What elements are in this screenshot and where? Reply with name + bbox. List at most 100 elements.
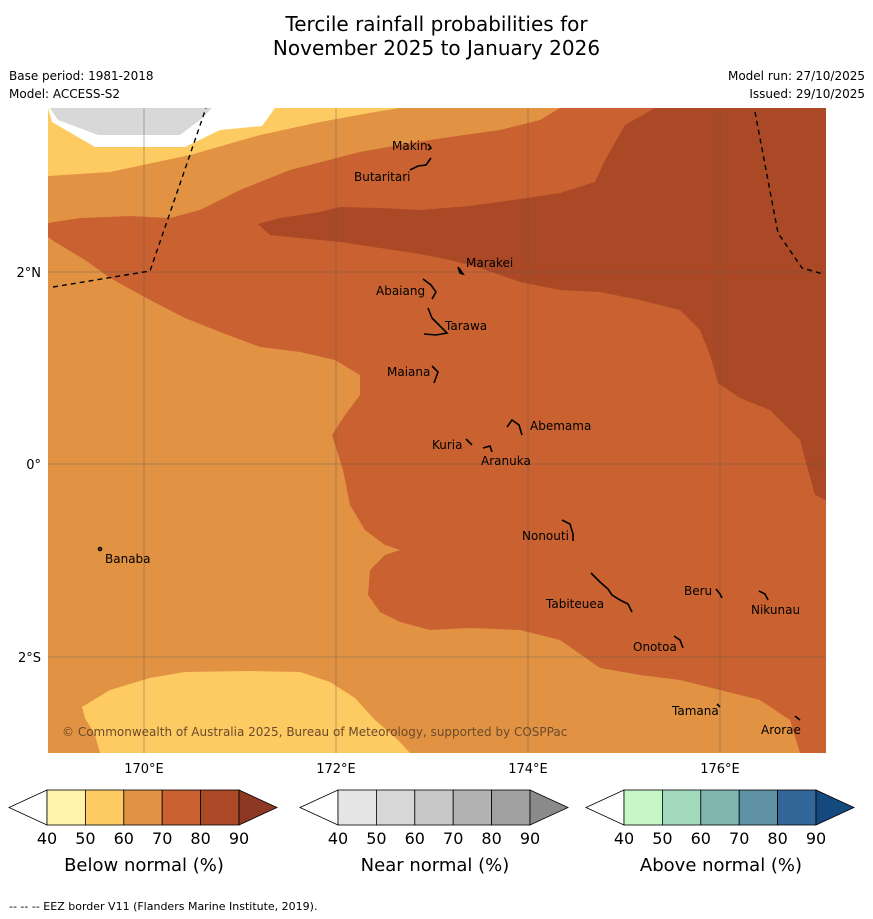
meta-left: Base period: 1981-2018 Model: ACCESS-S2: [9, 67, 154, 103]
colorbar-extend-low: [299, 789, 339, 826]
title-line-1: Tercile rainfall probabilities for: [285, 12, 588, 36]
colorbar-segment: [491, 789, 531, 826]
colorbar-near-normal: 40 50 60 70 80 90: [299, 789, 569, 848]
island-tarawa: [423, 307, 449, 336]
colorbar-segment: [200, 789, 240, 826]
graticule: [48, 108, 826, 753]
colorbar-tick-label: 90: [806, 829, 826, 848]
colorbar-label-above: Above normal (%): [640, 855, 802, 876]
colorbar-extend-low: [8, 789, 48, 826]
colorbar-tick-label: 80: [481, 829, 501, 848]
label-tarawa: Tarawa: [444, 319, 487, 333]
model-run: Model run: 27/10/2025: [727, 69, 865, 83]
lat-label-2n: 2°N: [17, 266, 42, 281]
island-butaritari: [409, 157, 432, 171]
colorbar-segment: [738, 789, 778, 826]
island-kuria: [465, 438, 473, 446]
label-onotoa: Onotoa: [633, 640, 677, 654]
label-butaritari: Butaritari: [354, 170, 411, 184]
island-marakei: [457, 266, 465, 276]
island-maiana: [431, 365, 439, 384]
lon-label-174: 174°E: [508, 762, 548, 777]
colorbar-tick-label: 80: [190, 829, 210, 848]
colorbar-segment: [414, 789, 454, 826]
colorbar-segment: [161, 789, 201, 826]
island-beru: [715, 588, 723, 599]
colorbar-segment: [777, 789, 817, 826]
lat-label-0: 0°: [26, 458, 41, 473]
island-banaba: [97, 546, 103, 552]
label-makin: Makin: [392, 139, 428, 153]
colorbar-segment: [123, 789, 163, 826]
colorbar-above-normal: 40 50 60 70 80 90: [585, 789, 855, 848]
colorbar-tick-label: 90: [520, 829, 540, 848]
colorbar-tick-label: 60: [114, 829, 134, 848]
title-line-2: November 2025 to January 2026: [272, 36, 601, 60]
lat-axis-labels: 2°N 0° 2°S: [17, 266, 42, 666]
colorbar-extend-high: [238, 789, 278, 826]
fill-below-80-90: [258, 108, 826, 500]
colorbar-segment: [376, 789, 416, 826]
lon-axis-labels: 170°E 172°E 174°E 176°E: [124, 762, 740, 777]
island-nikunau: [758, 590, 769, 601]
label-kuria: Kuria: [432, 438, 463, 452]
copyright-text: © Commonwealth of Australia 2025, Bureau…: [62, 725, 567, 739]
colorbar-label-near: Near normal (%): [361, 855, 510, 876]
colorbar-tick-label: 70: [152, 829, 172, 848]
lon-label-176: 176°E: [700, 762, 740, 777]
colorbar-below-normal: 40 50 60 70 80 90: [8, 789, 278, 848]
contour-fills: [48, 108, 826, 753]
issued-date: Issued: 29/10/2025: [749, 87, 865, 101]
lon-label-172: 172°E: [316, 762, 356, 777]
island-nonouti: [561, 519, 574, 541]
eez-footnote: -- -- -- EEZ border V11 (Flanders Marine…: [9, 900, 318, 913]
colorbar-tick-label: 80: [767, 829, 787, 848]
colorbar-segment: [46, 789, 86, 826]
island-aranuka: [482, 445, 493, 453]
colorbar-extend-high: [529, 789, 569, 826]
lat-label-2s: 2°S: [18, 651, 41, 666]
colorbar-tick-label: 70: [443, 829, 463, 848]
colorbar-tick-label: 70: [729, 829, 749, 848]
colorbar-tick-label: 60: [405, 829, 425, 848]
colorbar-tick-label: 40: [328, 829, 348, 848]
colorbar-tick-label: 90: [229, 829, 249, 848]
island-abaiang: [422, 278, 437, 300]
eez-border-east: [754, 111, 824, 275]
fill-near-50-60: [50, 108, 212, 135]
base-period: Base period: 1981-2018: [9, 69, 154, 83]
fill-below-50-60-south: [82, 671, 410, 753]
colorbar-extend-high: [815, 789, 855, 826]
model-name: Model: ACCESS-S2: [9, 87, 121, 101]
label-banaba: Banaba: [105, 552, 151, 566]
colorbar-segment: [337, 789, 377, 826]
island-abemama: [506, 418, 523, 436]
island-tamana: [716, 703, 721, 708]
colorbar-segment: [85, 789, 125, 826]
colorbar-tick-label: 40: [37, 829, 57, 848]
colorbar-tick-label: 50: [366, 829, 386, 848]
map-title: Tercile rainfall probabilities for Novem…: [0, 12, 873, 60]
place-labels: Makin Butaritari Marakei Abaiang Tarawa …: [105, 139, 801, 737]
colorbar-segment: [662, 789, 702, 826]
colorbar-tick-label: 60: [691, 829, 711, 848]
island-arorae: [794, 715, 801, 721]
colorbar-tick-label: 40: [614, 829, 634, 848]
colorbar-label-below: Below normal (%): [64, 855, 224, 876]
label-aranuka: Aranuka: [481, 454, 531, 468]
eez-borders: [52, 107, 824, 288]
label-nonouti: Nonouti: [522, 529, 569, 543]
colorbar-tick-label: 50: [75, 829, 95, 848]
colorbar-labels: Below normal (%) Near normal (%) Above n…: [64, 855, 802, 876]
label-tabiteuea: Tabiteuea: [545, 597, 604, 611]
colorbar-segment: [452, 789, 492, 826]
colorbar-segment: [700, 789, 740, 826]
colorbar-extend-low: [585, 789, 625, 826]
label-marakei: Marakei: [466, 256, 513, 270]
island-makin: [427, 143, 433, 151]
label-abaiang: Abaiang: [376, 284, 425, 298]
island-outlines: [97, 143, 801, 721]
label-nikunau: Nikunau: [751, 603, 800, 617]
lon-label-170: 170°E: [124, 762, 164, 777]
